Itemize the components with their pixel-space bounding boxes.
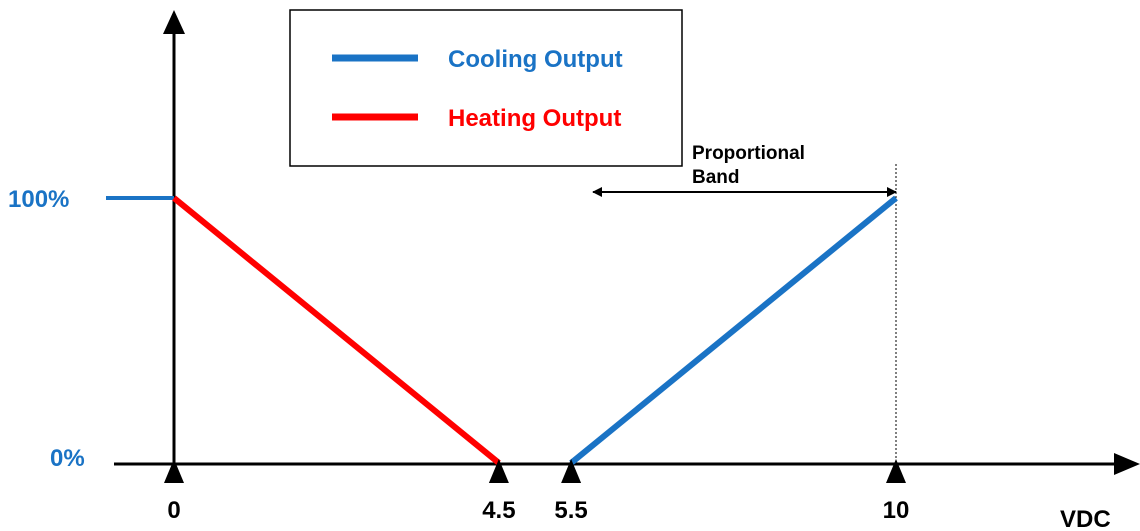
legend-label-heating: Heating Output bbox=[448, 105, 621, 132]
x-axis-arrow bbox=[1114, 453, 1140, 475]
band-label-line-2: Band bbox=[692, 167, 740, 188]
x-tick-marker-5-5 bbox=[561, 459, 582, 483]
x-tick-label-0: 0 bbox=[167, 497, 180, 524]
x-axis-unit-label: VDC bbox=[1060, 506, 1111, 531]
x-tick-label-5-5: 5.5 bbox=[554, 497, 587, 524]
y-tick-label-0: 0% bbox=[50, 445, 85, 472]
series-line-heating-output bbox=[172, 195, 501, 466]
x-tick-marker-4-5 bbox=[488, 459, 509, 483]
x-tick-label-4-5: 4.5 bbox=[482, 497, 515, 524]
y-axis-arrow bbox=[163, 10, 185, 34]
x-tick-marker-10 bbox=[886, 459, 906, 483]
y-tick-label-100: 100% bbox=[8, 186, 69, 213]
legend-label-cooling: Cooling Output bbox=[448, 46, 623, 73]
x-tick-marker-0 bbox=[164, 459, 184, 483]
band-label-line-1: Proportional bbox=[692, 143, 805, 164]
series-line-cooling-output bbox=[569, 195, 898, 466]
x-tick-label-10: 10 bbox=[883, 497, 910, 524]
legend-box bbox=[289, 9, 683, 167]
